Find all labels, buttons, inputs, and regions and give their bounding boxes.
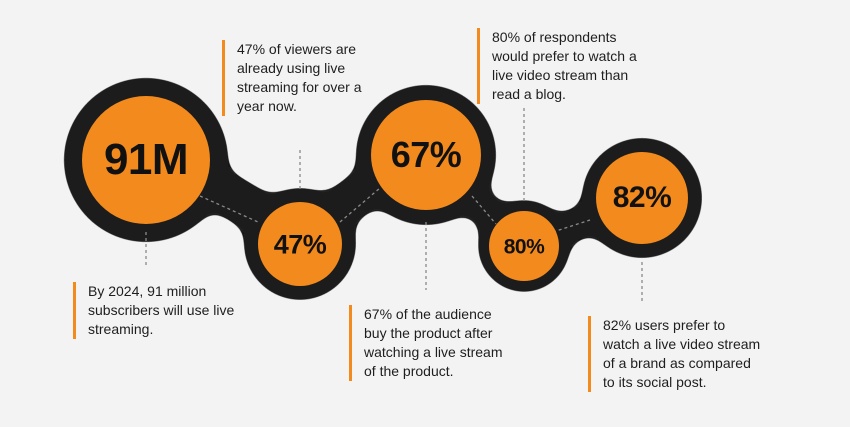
stat-value-91m: 91M	[103, 135, 189, 184]
note-line: read a blog.	[492, 86, 566, 102]
note-line: watch a live video stream	[603, 336, 761, 352]
circle-80	[489, 211, 559, 281]
circle-67	[371, 100, 481, 210]
note-line: would prefer to watch a	[492, 48, 637, 64]
orange-circles	[82, 96, 688, 286]
note-line: streaming for over a	[237, 79, 362, 95]
note-91m: By 2024, 91 million subscribers will use…	[73, 282, 234, 339]
note-line: watching a live stream	[364, 344, 503, 360]
stat-value-47: 47%	[273, 229, 327, 260]
note-line: streaming.	[88, 321, 154, 337]
note-line: to its social post.	[603, 374, 707, 390]
note-line: buy the product after	[364, 325, 493, 341]
note-line: 80% of respondents	[492, 29, 617, 45]
stat-value-82: 82%	[612, 181, 672, 214]
note-line: of a brand as compared	[603, 355, 751, 371]
circle-91m	[82, 96, 210, 224]
note-line: already using live	[237, 60, 346, 76]
note-80: 80% of respondents would prefer to watch…	[477, 28, 637, 104]
note-67: 67% of the audience buy the product afte…	[349, 305, 503, 381]
dashed-connectors	[145, 108, 643, 303]
note-line: live video stream than	[492, 67, 629, 83]
note-47: 47% of viewers are already using live st…	[222, 40, 362, 116]
note-82: 82% users prefer to watch a live video s…	[588, 316, 760, 392]
note-line: 67% of the audience	[364, 306, 492, 322]
circle-82	[596, 152, 688, 244]
note-line: By 2024, 91 million	[88, 283, 207, 299]
circle-47	[258, 202, 342, 286]
stat-value-80: 80%	[503, 235, 545, 259]
note-line: subscribers will use live	[88, 302, 235, 318]
note-line: of the product.	[364, 363, 454, 379]
note-line: year now.	[237, 98, 297, 114]
stat-value-67: 67%	[390, 134, 462, 175]
note-line: 47% of viewers are	[237, 41, 357, 57]
note-line: 82% users prefer to	[603, 317, 726, 333]
